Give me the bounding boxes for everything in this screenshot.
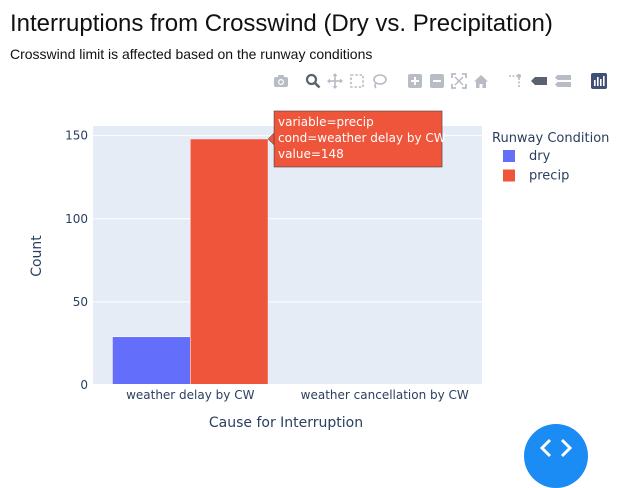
- legend-item-dry[interactable]: dry: [529, 149, 551, 164]
- plot-modebar: [272, 72, 612, 90]
- code-icon: [539, 438, 573, 458]
- legend-swatch-dry[interactable]: [503, 150, 515, 162]
- hover-compare-icon[interactable]: [554, 72, 572, 90]
- x-tick-label: weather delay by CW: [126, 388, 255, 402]
- y-tick-label: 0: [80, 378, 88, 392]
- legend-swatch-precip[interactable]: [503, 169, 515, 182]
- legend-item-precip[interactable]: precip: [529, 169, 569, 184]
- zoom-in-icon[interactable]: [406, 72, 424, 90]
- x-axis-label: Cause for Interruption: [209, 415, 363, 431]
- spike-lines-icon[interactable]: [506, 72, 524, 90]
- zoom-out-icon[interactable]: [428, 72, 446, 90]
- lasso-select-icon[interactable]: [370, 72, 388, 90]
- autoscale-icon[interactable]: [450, 72, 468, 90]
- x-tick-label: weather cancellation by CW: [301, 388, 469, 402]
- legend: Runway Condition dry precip: [492, 131, 609, 184]
- bar-dry[interactable]: [112, 336, 191, 386]
- tooltip-box: [273, 110, 443, 168]
- y-tick-label: 150: [65, 129, 88, 143]
- y-axis-label: Count: [29, 235, 45, 277]
- legend-title: Runway Condition: [492, 131, 609, 146]
- zoom-icon[interactable]: [304, 72, 322, 90]
- tooltip-line: variable=precip: [278, 115, 374, 129]
- expand-fab-button[interactable]: [524, 424, 588, 488]
- tooltip-line: cond=weather delay by CW: [278, 131, 446, 145]
- page-title: Interruptions from Crosswind (Dry vs. Pr…: [10, 10, 553, 37]
- bar-chart: 0 50 100 150 weather delay by CW weather can…: [29, 110, 609, 431]
- bar-precip[interactable]: [190, 138, 269, 386]
- page-subtitle: Crosswind limit is affected based on the…: [10, 46, 373, 62]
- hover-tooltip: variable=precip cond=weather delay by CW v…: [267, 110, 446, 168]
- y-tick-label: 50: [73, 295, 88, 309]
- hover-closest-icon[interactable]: [530, 72, 548, 90]
- box-select-icon[interactable]: [348, 72, 366, 90]
- y-tick-label: 100: [65, 212, 88, 226]
- plotly-logo-icon[interactable]: [590, 72, 608, 90]
- tooltip-line: value=148: [278, 147, 344, 161]
- pan-icon[interactable]: [326, 72, 344, 90]
- camera-icon[interactable]: [272, 72, 290, 90]
- reset-axes-icon[interactable]: [472, 72, 490, 90]
